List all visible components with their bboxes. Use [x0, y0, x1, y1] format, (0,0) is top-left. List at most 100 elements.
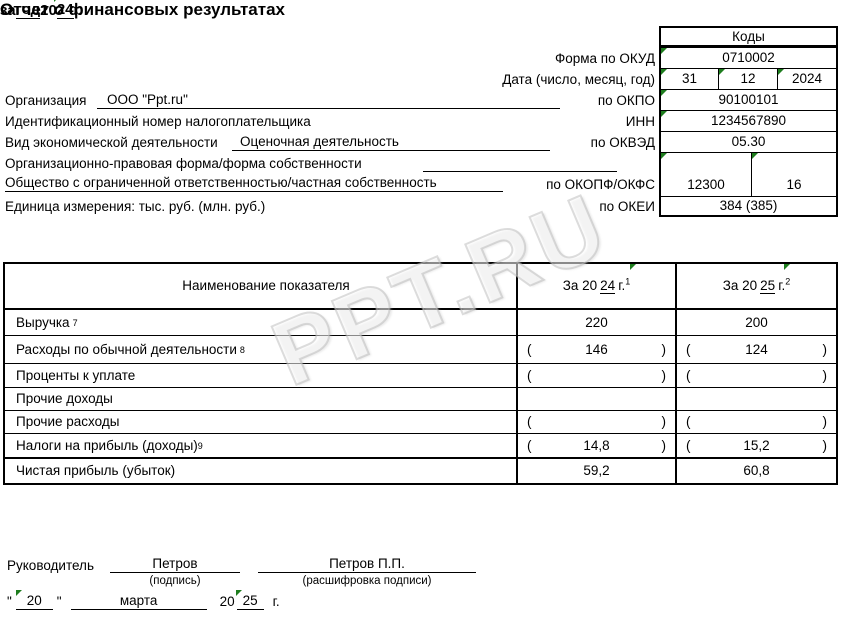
report-date-line: " 20 " марта 20 25 г. — [7, 590, 280, 610]
label-date: Дата (число, месяц, год) — [502, 72, 655, 87]
value-cell[interactable]: (124) — [686, 341, 827, 357]
date-day-cell[interactable]: 31 — [661, 69, 719, 89]
value-cell[interactable] — [518, 388, 677, 410]
century-label: 20 — [219, 594, 235, 609]
century-label: 20 — [40, 2, 57, 19]
signature-caption: (подпись) — [149, 575, 201, 587]
label-okei: по ОКЕИ — [599, 199, 655, 214]
okfs-value: 16 — [786, 177, 802, 192]
org-value-field[interactable]: ООО "Ppt.ru" — [97, 91, 560, 109]
header-indicator-name: Наименование показателя — [5, 264, 518, 308]
role-label: Руководитель — [7, 558, 94, 573]
value-cell[interactable]: (14,8) — [518, 434, 677, 457]
legal-form-value-field[interactable]: Общество с ограниченной ответственностью… — [5, 174, 503, 192]
error-indicator-icon — [661, 90, 667, 96]
value-cell[interactable]: 60,8 — [743, 463, 770, 478]
table-row: Налоги на прибыль (доходы) 9 (14,8) (15,2… — [5, 434, 836, 459]
page-title: Отчет о финансовых результатах — [0, 0, 285, 19]
error-indicator-icon — [15, 590, 22, 596]
row-label: Прочие расходы — [5, 411, 518, 433]
date-year-value: 2024 — [791, 71, 823, 86]
value-cell[interactable]: 59,2 — [518, 459, 677, 483]
value-cell[interactable]: () — [518, 364, 677, 387]
date-value-row: 31 12 2024 — [661, 69, 836, 90]
header-year-2025-field[interactable]: 25 — [760, 278, 776, 294]
month-field[interactable]: марта — [70, 593, 207, 610]
activity-label: Вид экономической деятельности — [5, 135, 218, 150]
error-indicator-icon — [661, 48, 667, 54]
value-cell[interactable]: (15,2) — [686, 437, 827, 453]
day-field[interactable]: 20 — [15, 590, 53, 610]
okei-value-cell[interactable]: 384 (385) — [661, 197, 836, 215]
name-field[interactable]: Петров П.П. — [258, 556, 476, 573]
error-indicator-icon — [719, 69, 725, 75]
error-indicator-icon — [661, 69, 667, 75]
row-label: Чистая прибыль (убыток) — [5, 459, 518, 483]
value-cell[interactable] — [677, 388, 836, 410]
header-year-2025: За 20 25 г.2 — [677, 264, 836, 308]
day-value: 20 — [26, 593, 42, 608]
label-okopf-okfs: по ОКОПФ/ОКФС — [546, 177, 655, 192]
sig-year-value: 25 — [242, 593, 258, 608]
error-indicator-icon — [235, 590, 242, 596]
sig-year-field[interactable]: 25 — [235, 590, 264, 610]
okopf-okfs-row: 12300 16 — [661, 153, 836, 197]
error-indicator-icon — [53, 0, 60, 2]
date-day-value: 31 — [681, 71, 698, 86]
title-year-value: 24 — [56, 1, 74, 18]
row-label: Проценты к уплате — [5, 364, 518, 387]
okud-value: 0710002 — [722, 50, 775, 65]
okopf-value-cell[interactable]: 12300 — [661, 153, 752, 196]
inn-value-cell[interactable]: 1234567890 — [661, 111, 836, 132]
value-cell[interactable]: 200 — [745, 314, 768, 330]
legal-form-empty-field[interactable] — [423, 154, 617, 172]
table-header-row: Наименование показателя За 20 24 г.1 За 20… — [5, 264, 836, 310]
date-month-value: 12 — [740, 71, 756, 86]
label-okud: Форма по ОКУД — [554, 51, 655, 66]
table-row: Проценты к уплате () () — [5, 364, 836, 388]
org-label: Организация — [5, 93, 87, 108]
value-cell[interactable]: 220 — [518, 310, 677, 335]
name-caption: (расшифровка подписи) — [302, 575, 432, 587]
quote-open: " — [7, 594, 12, 609]
row-label: Расходы по обычной деятельности 8 — [5, 336, 518, 363]
value-cell[interactable]: () — [686, 367, 827, 383]
header-year-2024: За 20 24 г.1 — [518, 264, 677, 308]
okved-value: 05.30 — [731, 134, 766, 149]
codes-box: 0710002 31 12 2024 90100101 1234567890 0… — [659, 46, 838, 217]
title-year-field[interactable]: 24 — [53, 0, 74, 19]
okved-value-cell[interactable]: 05.30 — [661, 132, 836, 153]
row-label: Прочие доходы — [5, 388, 518, 410]
okud-value-cell[interactable]: 0710002 — [661, 48, 836, 69]
label-okpo: по ОКПО — [597, 93, 655, 108]
row-label: Выручка 7 — [5, 310, 518, 335]
error-indicator-icon — [630, 264, 636, 270]
table-row: Прочие доходы — [5, 388, 836, 411]
footnote-2: 2 — [785, 276, 791, 287]
report-period-line: за год 20 24 г. — [0, 0, 82, 19]
value-cell[interactable]: () — [518, 411, 677, 433]
inn-value: 1234567890 — [710, 113, 787, 128]
value-cell[interactable]: () — [686, 414, 827, 429]
header-year-2024-text: За 20 24 г.1 — [562, 276, 631, 294]
value-cell[interactable]: (146) — [518, 336, 677, 363]
header-year-2024-field[interactable]: 24 — [600, 278, 616, 294]
label-okved: по ОКВЭД — [590, 135, 655, 150]
table-row: Расходы по обычной деятельности 8 (146) (… — [5, 336, 836, 364]
okpo-value: 90100101 — [718, 92, 779, 107]
error-indicator-icon — [661, 111, 667, 117]
date-month-cell[interactable]: 12 — [719, 69, 778, 89]
period-field[interactable]: год — [15, 1, 41, 19]
okfs-value-cell[interactable]: 16 — [752, 153, 836, 196]
date-year-cell[interactable]: 2024 — [778, 69, 836, 89]
error-indicator-icon — [778, 69, 784, 75]
activity-value-field[interactable]: Оценочная деятельность — [232, 133, 550, 151]
table-row: Выручка 7 220 200 — [5, 310, 836, 336]
okpo-value-cell[interactable]: 90100101 — [661, 90, 836, 111]
year-suffix: г. — [272, 594, 280, 609]
quote-close: " — [56, 594, 62, 609]
label-inn: ИНН — [625, 114, 655, 129]
taxpayer-label: Идентификационный номер налогоплательщик… — [5, 114, 311, 129]
signature-field[interactable]: Петров — [110, 556, 240, 573]
